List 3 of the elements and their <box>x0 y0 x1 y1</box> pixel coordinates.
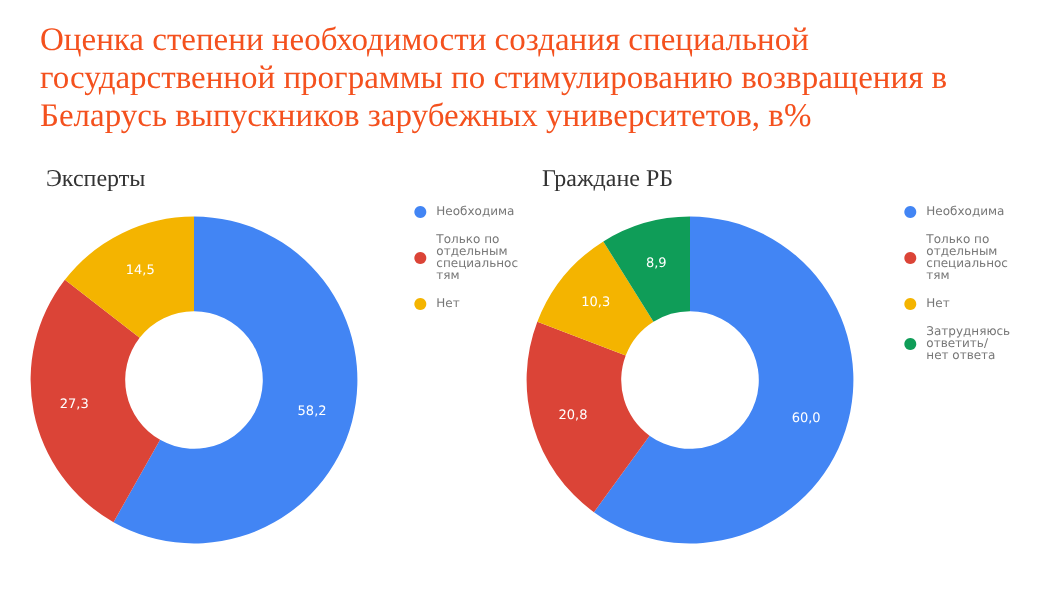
chart-title: Граждане РБ <box>542 164 674 192</box>
text: Оценка степени необходимости создания специальной государственной программы по стимулированию возвращения в Беларусь выпускников зарубежных университетов, в% <box>40 20 950 134</box>
chart-title: Эксперты <box>46 164 146 192</box>
